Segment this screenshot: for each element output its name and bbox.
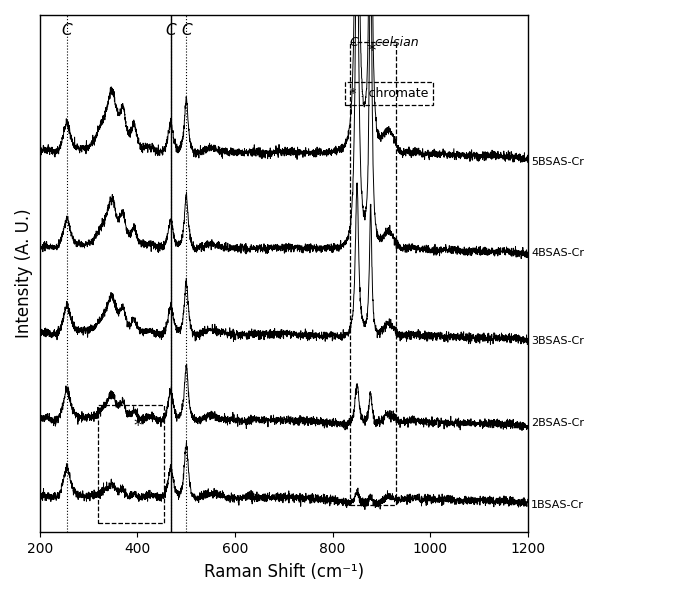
Text: 3BSAS-Cr: 3BSAS-Cr	[531, 336, 584, 346]
Bar	[99, 405, 164, 523]
Text: C: C	[181, 23, 192, 38]
Text: * : chromate: * : chromate	[349, 88, 428, 101]
Text: 5BSAS-Cr: 5BSAS-Cr	[531, 157, 584, 167]
Text: 4BSAS-Cr: 4BSAS-Cr	[531, 248, 584, 258]
Text: *: *	[133, 417, 142, 434]
Bar	[349, 42, 396, 505]
Text: C: C	[165, 23, 176, 38]
Text: 1BSAS-Cr: 1BSAS-Cr	[531, 500, 584, 510]
Text: 2BSAS-Cr: 2BSAS-Cr	[531, 418, 584, 429]
Text: *: *	[367, 42, 376, 60]
X-axis label: Raman Shift (cm⁻¹): Raman Shift (cm⁻¹)	[204, 563, 364, 581]
Text: C  : celsian: C : celsian	[349, 36, 418, 49]
Text: C: C	[61, 23, 72, 38]
Y-axis label: Intensity (A. U.): Intensity (A. U.)	[15, 209, 33, 339]
